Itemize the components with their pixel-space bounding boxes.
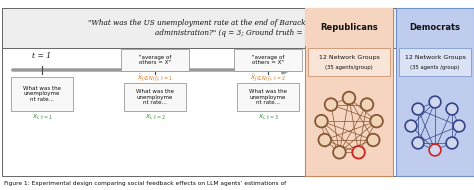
- FancyBboxPatch shape: [2, 8, 472, 48]
- FancyBboxPatch shape: [121, 49, 189, 71]
- FancyBboxPatch shape: [234, 49, 302, 71]
- FancyBboxPatch shape: [399, 48, 471, 76]
- Text: $\bar{x}_{j\in N(i),t=2}$: $\bar{x}_{j\in N(i),t=2}$: [250, 72, 286, 84]
- Circle shape: [446, 137, 458, 149]
- Circle shape: [431, 146, 439, 154]
- Circle shape: [333, 146, 346, 159]
- Circle shape: [407, 122, 415, 130]
- Circle shape: [372, 116, 381, 126]
- FancyBboxPatch shape: [11, 77, 73, 111]
- Circle shape: [352, 146, 365, 159]
- Circle shape: [369, 135, 378, 145]
- Text: What was the
unemployme
nt rate...: What was the unemployme nt rate...: [23, 86, 61, 102]
- Circle shape: [429, 96, 441, 108]
- Circle shape: [318, 134, 331, 146]
- Text: Republicans: Republicans: [320, 24, 378, 32]
- Text: t = 2: t = 2: [146, 52, 164, 60]
- Text: "average of
others = X": "average of others = X": [252, 55, 284, 65]
- Text: t = 1: t = 1: [32, 52, 52, 60]
- Circle shape: [361, 98, 374, 111]
- FancyBboxPatch shape: [396, 8, 474, 176]
- Text: (35 agents /group): (35 agents /group): [410, 64, 460, 70]
- Text: What was the
unemployme
nt rate...: What was the unemployme nt rate...: [249, 89, 287, 105]
- Text: "What was the US unemployment rate at the end of Barack Obama’s presidential
adm: "What was the US unemployment rate at th…: [88, 19, 386, 37]
- Circle shape: [325, 98, 337, 111]
- FancyBboxPatch shape: [305, 8, 393, 176]
- Text: "average of
others = X": "average of others = X": [139, 55, 171, 65]
- Circle shape: [447, 105, 456, 113]
- Text: What was the
unemployme
nt rate...: What was the unemployme nt rate...: [136, 89, 174, 105]
- FancyBboxPatch shape: [124, 83, 186, 111]
- Circle shape: [344, 93, 354, 103]
- Circle shape: [453, 120, 465, 132]
- FancyBboxPatch shape: [308, 48, 390, 76]
- Circle shape: [414, 139, 422, 147]
- Text: Democrats: Democrats: [410, 24, 461, 32]
- Circle shape: [320, 135, 329, 145]
- Circle shape: [455, 122, 463, 130]
- Circle shape: [412, 137, 424, 149]
- Circle shape: [326, 100, 336, 109]
- Circle shape: [317, 116, 326, 126]
- FancyBboxPatch shape: [237, 83, 299, 111]
- Circle shape: [315, 115, 328, 128]
- Circle shape: [335, 148, 344, 157]
- Circle shape: [370, 115, 383, 128]
- Circle shape: [354, 148, 363, 157]
- Circle shape: [362, 100, 372, 109]
- Circle shape: [412, 103, 424, 115]
- Text: $x_{i,t=3}$: $x_{i,t=3}$: [257, 112, 278, 121]
- Circle shape: [446, 103, 458, 115]
- Text: $x_{i,t=2}$: $x_{i,t=2}$: [145, 112, 165, 121]
- Text: (35 agents/group): (35 agents/group): [325, 64, 373, 70]
- Circle shape: [367, 134, 380, 146]
- Circle shape: [447, 139, 456, 147]
- FancyBboxPatch shape: [305, 8, 393, 46]
- Text: $x_{i,t=1}$: $x_{i,t=1}$: [32, 112, 53, 121]
- Circle shape: [431, 98, 439, 106]
- Text: 12 Network Groups: 12 Network Groups: [319, 55, 380, 60]
- Circle shape: [414, 105, 422, 113]
- FancyBboxPatch shape: [2, 8, 472, 176]
- Text: Figure 1: Experimental design comparing social feedback effects on LLM agents’ e: Figure 1: Experimental design comparing …: [4, 180, 286, 185]
- Circle shape: [343, 92, 356, 105]
- Circle shape: [405, 120, 417, 132]
- Text: 12 Network Groups: 12 Network Groups: [405, 55, 465, 60]
- Text: t = 3: t = 3: [258, 52, 278, 60]
- Text: $\bar{x}_{j\in N(i),t=1}$: $\bar{x}_{j\in N(i),t=1}$: [137, 72, 173, 84]
- Circle shape: [429, 144, 441, 156]
